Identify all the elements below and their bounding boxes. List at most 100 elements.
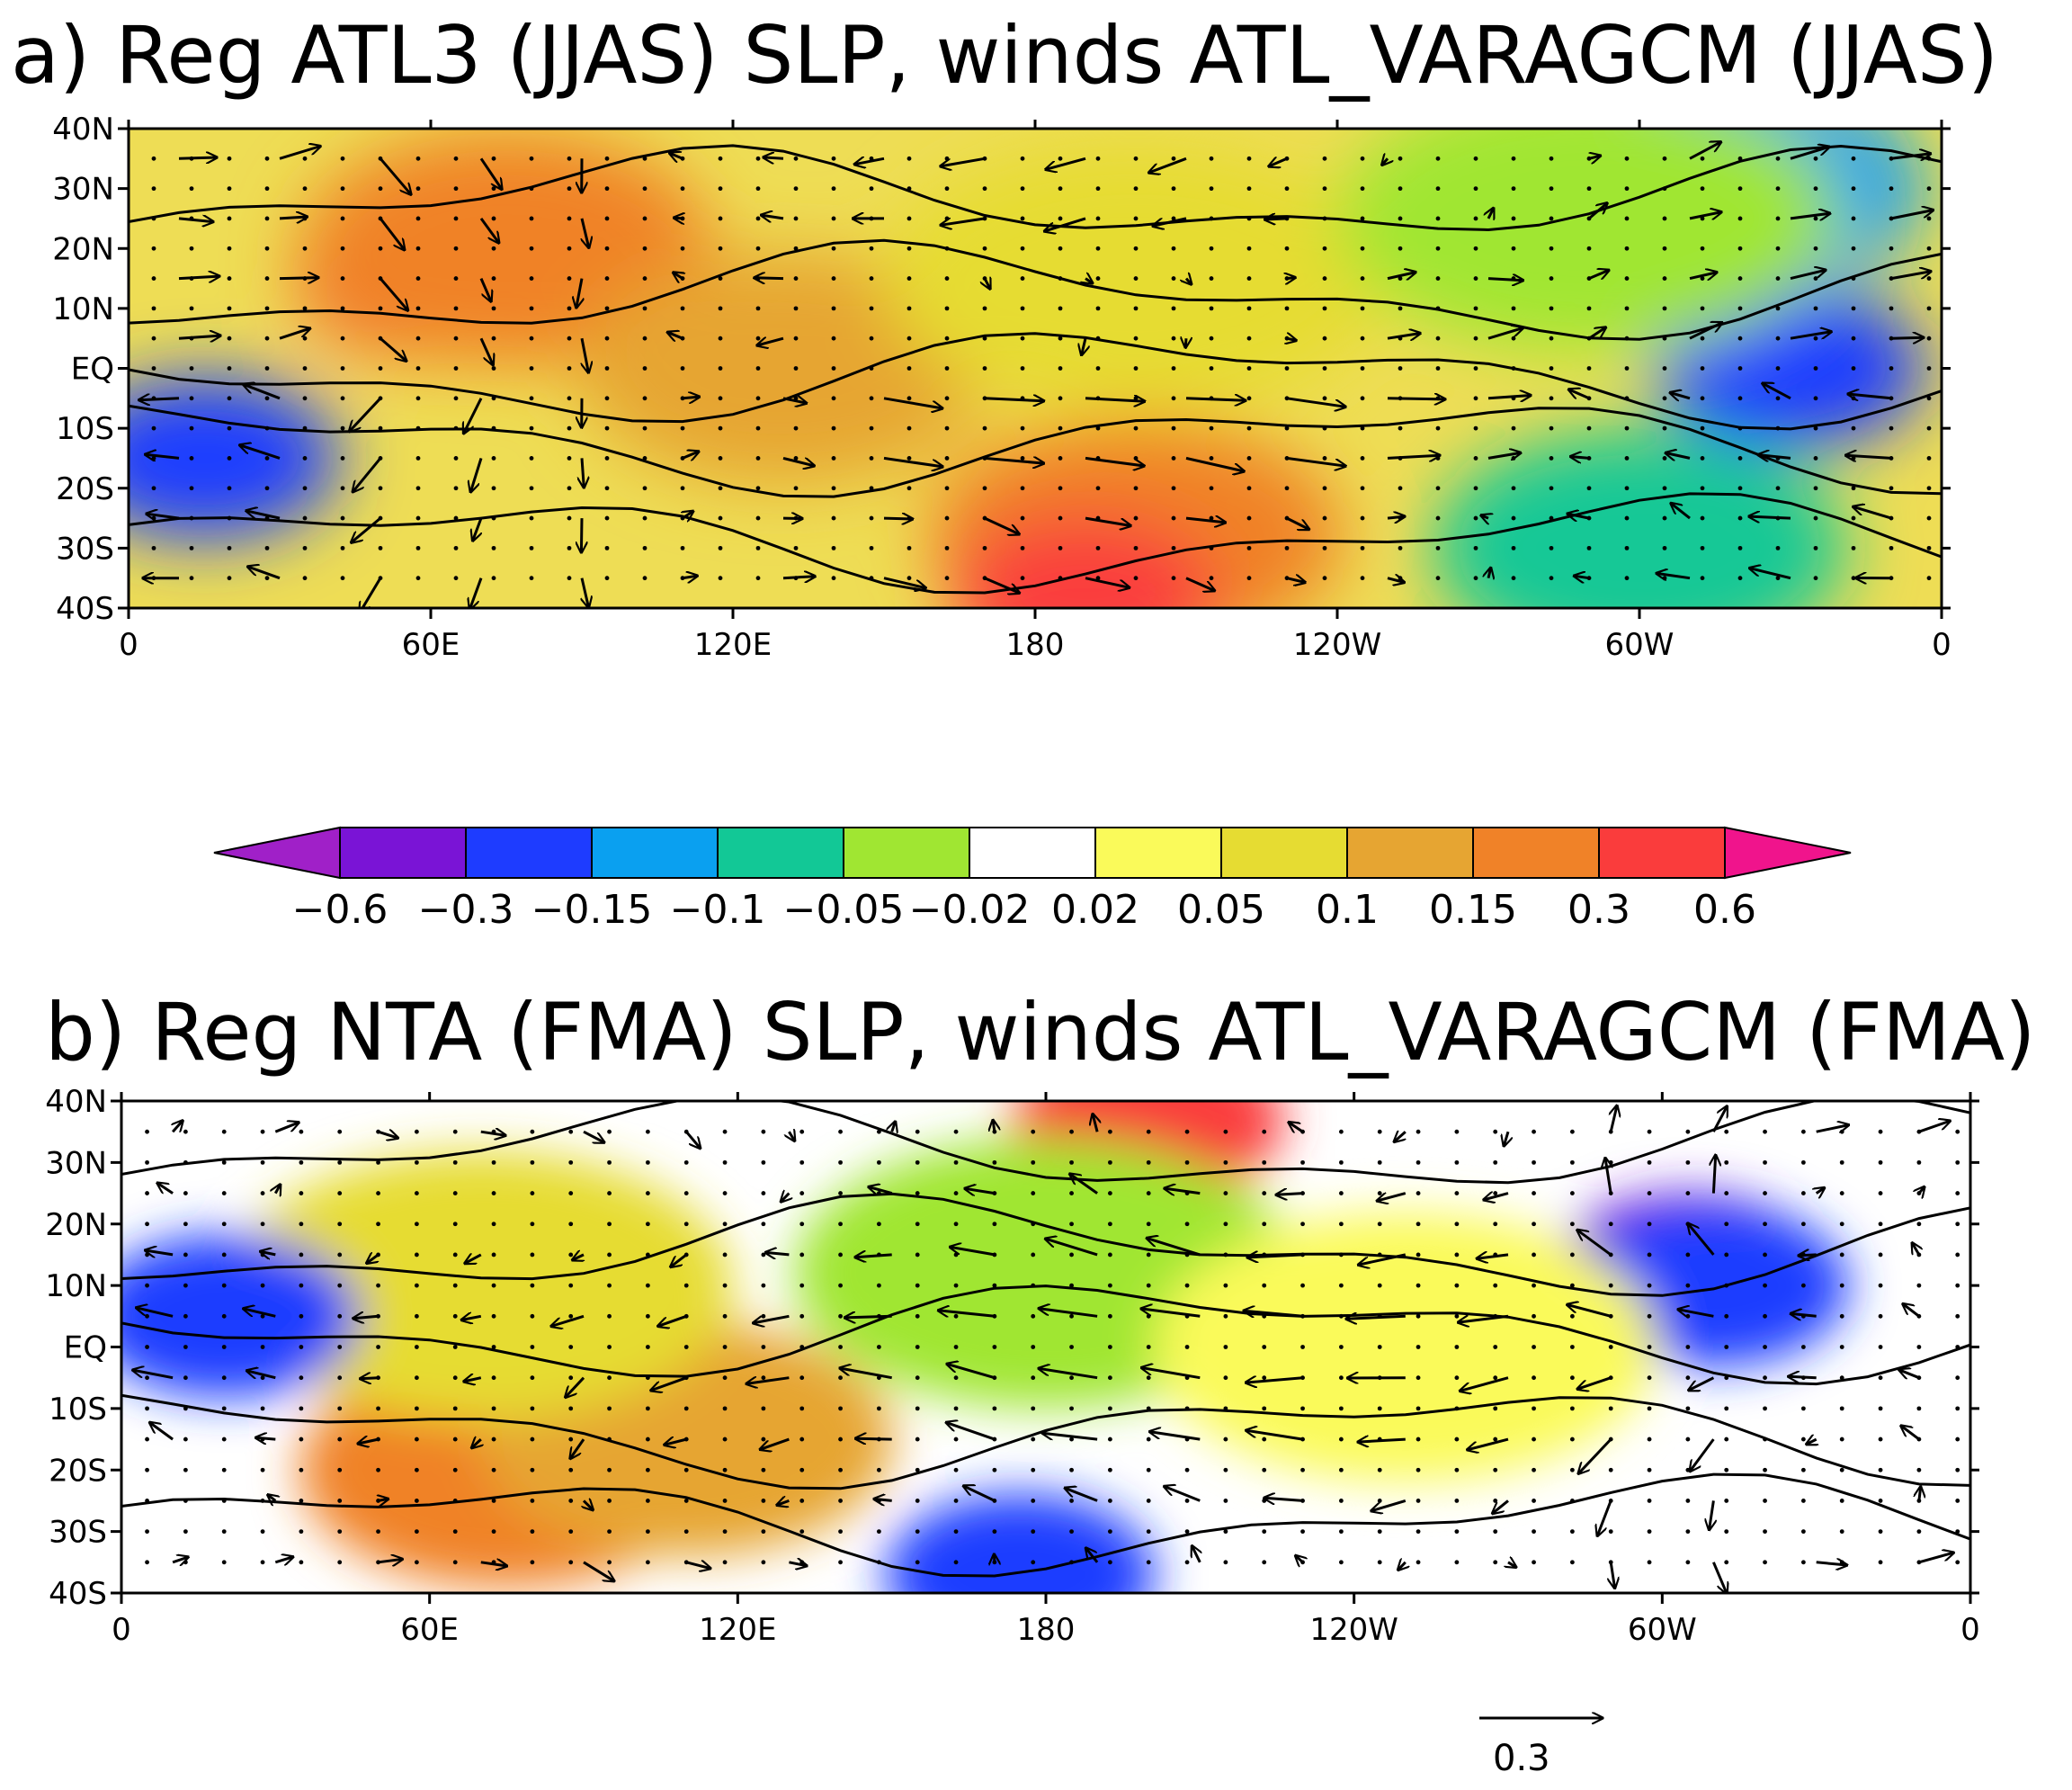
grid-dot	[1069, 1191, 1074, 1195]
wind-vector	[1185, 518, 1226, 523]
grid-dot	[1608, 1529, 1613, 1535]
grid-dot	[915, 1406, 920, 1411]
grid-dot	[1493, 1191, 1498, 1195]
grid-dot	[1107, 1345, 1112, 1349]
wind-vector	[1611, 1105, 1617, 1132]
grid-dot	[761, 1436, 766, 1442]
grid-dot	[869, 246, 874, 251]
grid-dot	[1031, 1560, 1036, 1565]
grid-dot	[1851, 276, 1856, 281]
grid-dot	[1839, 1529, 1844, 1535]
grid-dot	[607, 1313, 612, 1319]
wind-vector	[353, 457, 382, 492]
grid-dot	[189, 425, 194, 431]
grid-dot	[838, 1222, 843, 1227]
wind-vector	[358, 1439, 379, 1444]
grid-dot	[415, 216, 421, 221]
wind-vector	[883, 577, 925, 588]
grid-dot	[1800, 1467, 1806, 1472]
grid-dot	[299, 1159, 304, 1165]
grid-dot	[1549, 515, 1554, 521]
grid-dot	[376, 1406, 380, 1411]
grid-dot	[414, 1529, 419, 1535]
wind-vector	[1387, 516, 1405, 518]
grid-dot	[1058, 456, 1063, 461]
grid-dot	[227, 156, 232, 161]
x-tick-label: 120E	[694, 627, 772, 663]
grid-dot	[799, 1436, 805, 1442]
grid-dot	[183, 1222, 188, 1227]
wind-vector	[665, 1439, 687, 1445]
grid-dot	[793, 545, 799, 550]
wind-vector	[1246, 1430, 1303, 1441]
grid-dot	[1511, 216, 1516, 221]
grid-dot	[1569, 1345, 1575, 1349]
grid-dot	[642, 306, 648, 311]
grid-dot	[1058, 396, 1063, 401]
contour-line	[129, 238, 1942, 341]
grid-dot	[1069, 1529, 1074, 1535]
grid-dot	[453, 216, 459, 221]
grid-dot	[1262, 1436, 1267, 1442]
grid-dot	[761, 1499, 766, 1503]
grid-dot	[530, 1436, 535, 1442]
grid-dot	[1800, 1345, 1806, 1349]
grid-dot	[1763, 1313, 1767, 1319]
grid-dot	[453, 156, 459, 161]
grid-dot	[1549, 216, 1554, 221]
grid-dot	[227, 216, 232, 221]
grid-dot	[722, 1313, 728, 1319]
grid-dot	[1878, 1345, 1883, 1349]
grid-dot	[151, 216, 156, 221]
wind-vector	[279, 147, 320, 160]
grid-dot	[1662, 576, 1667, 581]
wind-vector	[1749, 516, 1791, 518]
wind-vector	[1817, 1188, 1825, 1194]
grid-dot	[1338, 1313, 1344, 1319]
wind-vector	[582, 458, 584, 488]
grid-dot	[227, 576, 232, 581]
grid-dot	[530, 1313, 535, 1319]
grid-dot	[761, 1406, 766, 1411]
grid-dot	[415, 336, 421, 341]
grid-dot	[1724, 1283, 1729, 1288]
grid-dot	[876, 1467, 881, 1472]
grid-dot	[453, 545, 459, 550]
grid-dot	[567, 336, 572, 341]
wind-vector	[1165, 1188, 1201, 1194]
grid-dot	[453, 576, 459, 581]
grid-dot	[1586, 366, 1592, 371]
grid-dot	[1851, 336, 1856, 341]
wind-vector	[764, 157, 784, 158]
colorbar-tick-label: −0.05	[783, 887, 905, 933]
wind-vector	[1387, 398, 1445, 399]
grid-dot	[1532, 1345, 1536, 1349]
wind-vector	[1848, 394, 1892, 398]
wind-vector	[1085, 279, 1093, 283]
grid-dot	[340, 216, 345, 221]
grid-dot	[1107, 1499, 1112, 1503]
grid-dot	[1171, 425, 1176, 431]
grid-dot	[1171, 186, 1176, 192]
grid-dot	[838, 1467, 843, 1472]
y-tick-label: 10N	[52, 291, 114, 327]
grid-dot	[1398, 216, 1403, 221]
grid-dot	[1300, 1159, 1305, 1165]
wind-vector	[1185, 398, 1246, 401]
wind-vector	[946, 1422, 996, 1441]
grid-dot	[1377, 1283, 1382, 1288]
grid-dot	[1454, 1252, 1460, 1257]
wind-vector	[1346, 1316, 1406, 1319]
grid-dot	[1700, 246, 1705, 251]
grid-dot	[1532, 1191, 1536, 1195]
grid-dot	[340, 515, 345, 521]
wind-vector	[1276, 1194, 1303, 1195]
grid-dot	[1763, 1406, 1767, 1411]
grid-dot	[906, 576, 912, 581]
grid-dot	[838, 1283, 843, 1288]
grid-dot	[831, 545, 836, 550]
grid-dot	[1133, 366, 1139, 371]
wind-vector	[840, 1368, 892, 1380]
grid-dot	[529, 276, 534, 281]
grid-dot	[183, 1345, 188, 1349]
